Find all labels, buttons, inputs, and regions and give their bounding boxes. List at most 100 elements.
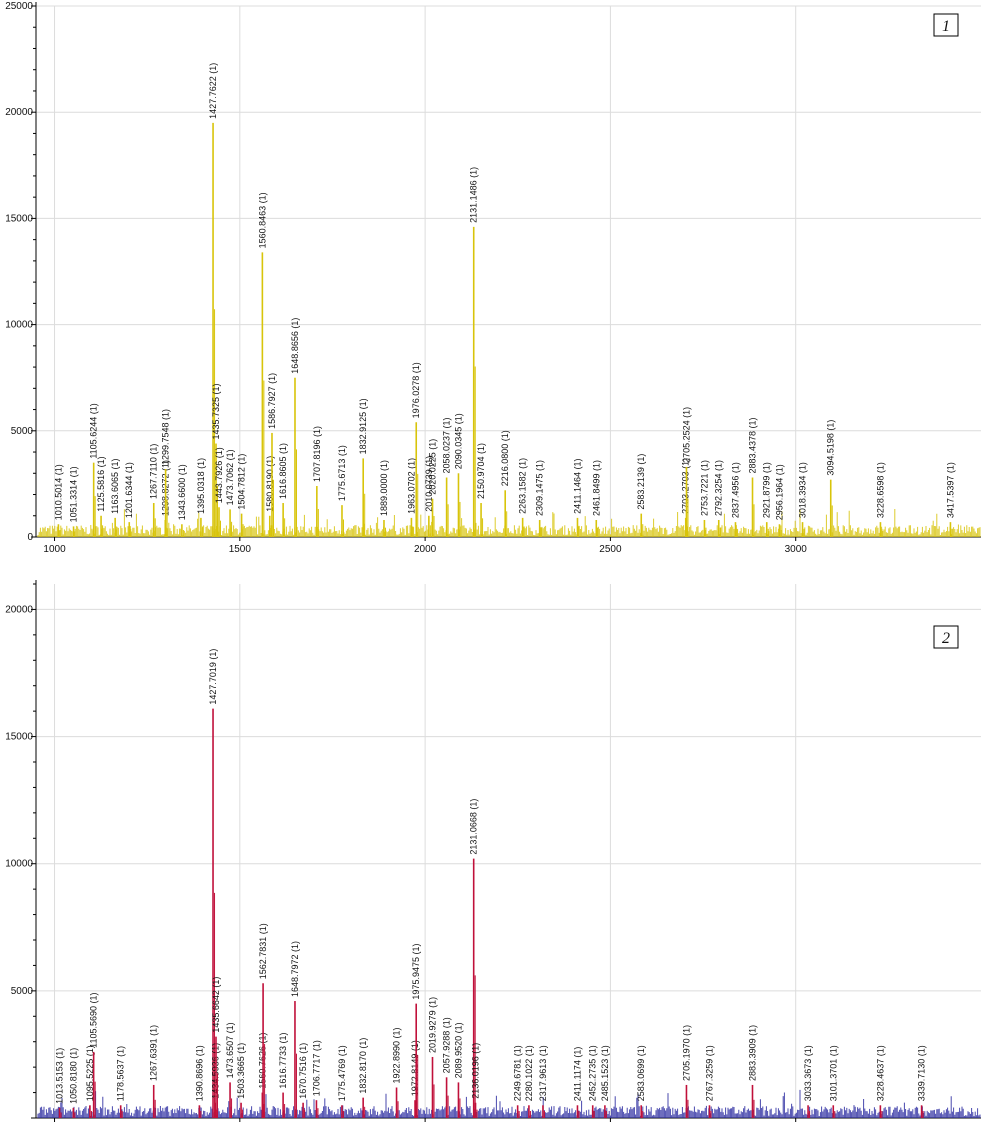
peak-label: 1299.7548 (1)	[161, 409, 171, 465]
spectrum-panel-2: 5000 10000 15000 20000 1013.5153 (1) 1050.818…	[5, 580, 981, 1122]
peak-label: 3033.3673 (1)	[803, 1045, 813, 1101]
peak-label: 2461.8499 (1)	[591, 460, 601, 516]
peak-label: 3094.5198 (1)	[826, 420, 836, 476]
peak-label: 1178.5637 (1)	[116, 1046, 126, 1101]
peak-label: 2309.1475 (1)	[535, 460, 545, 516]
y-tick-label: 20000	[5, 107, 33, 118]
peak-label: 1503.3665 (1)	[236, 1043, 246, 1099]
peak-label: 1504.7812 (1)	[237, 454, 247, 510]
peak-label: 2583.2139 (1)	[636, 454, 646, 510]
peak-label: 2058.0237 (1)	[442, 417, 452, 473]
y-tick-label: 10000	[5, 320, 33, 331]
peak-label: 2767.3259 (1)	[704, 1045, 714, 1101]
peak-label: 1051.3314 (1)	[69, 466, 79, 522]
peak-label: 2249.6781 (1)	[513, 1045, 523, 1101]
peak-label: 1648.8656 (1)	[290, 318, 300, 374]
peak-label: 2956.1964 (1)	[774, 464, 784, 520]
peak-label: 1832.8170 (1)	[358, 1038, 368, 1094]
peak-label: 1343.6600 (1)	[177, 464, 187, 520]
peak-label: 2280.1022 (1)	[524, 1045, 534, 1101]
peak-label: 2883.4378 (1)	[748, 417, 758, 473]
peak-label: 1670.7516 (1)	[298, 1043, 308, 1099]
y-tick-label: 0	[27, 532, 33, 543]
peak-label: 1889.0000 (1)	[379, 460, 389, 516]
y-tick-label: 20000	[5, 604, 33, 615]
peak-label: 1473.7062 (1)	[225, 449, 235, 505]
peak-label: 2583.0699 (1)	[636, 1045, 646, 1101]
peak-label: 1560.8463 (1)	[257, 192, 267, 248]
peak-label: 1095.5225 (1)	[85, 1045, 95, 1101]
peak-label: 2317.9613 (1)	[538, 1045, 548, 1101]
peak-label: 2485.1523 (1)	[600, 1045, 610, 1101]
peak-label: 1395.0318 (1)	[196, 458, 206, 514]
panel-label-box	[933, 13, 959, 37]
y-tick-label: 5000	[11, 986, 34, 997]
peak-label: 1775.6713 (1)	[337, 445, 347, 501]
peak-label: 1580.8190 (1)	[265, 456, 275, 512]
peak-label: 1648.7972 (1)	[290, 941, 300, 997]
peak-label: 1616.8605 (1)	[278, 443, 288, 499]
baseline-noise	[37, 1089, 981, 1118]
peak-label: 1050.8180 (1)	[68, 1048, 78, 1104]
peak-label: 3417.5397 (1)	[945, 462, 955, 518]
x-tick-label: 1500	[229, 544, 252, 555]
peak-label: 1975.9475 (1)	[411, 944, 421, 1000]
peak-label: 1976.0278 (1)	[411, 362, 421, 418]
baseline-noise	[37, 509, 981, 537]
peak-label: 2020.0225 (1)	[428, 439, 438, 495]
peak-label: 1427.7019 (1)	[208, 649, 218, 705]
panel-label-box	[933, 625, 959, 649]
peak-label: 2837.4956 (1)	[730, 462, 740, 518]
peak-label: 1562.7831 (1)	[258, 923, 268, 979]
peak-label: 2705.2524 (1)	[681, 407, 691, 463]
peak-label: 2019.9279 (1)	[428, 997, 438, 1053]
peak-label: 2705.1970 (1)	[681, 1025, 691, 1081]
peak-label: 2136.0196 (1)	[471, 1043, 481, 1099]
peak-label: 2263.1582 (1)	[518, 458, 528, 514]
peak-label: 2411.1174 (1)	[572, 1047, 582, 1102]
peak-label: 1963.0702 (1)	[406, 458, 416, 514]
y-tick-label: 15000	[5, 732, 33, 743]
peak-label: 1435.7325 (1)	[211, 383, 221, 439]
peak-label: 2089.9520 (1)	[453, 1022, 463, 1078]
peak-label: 1427.7622 (1)	[208, 63, 218, 119]
peak-label: 1125.5816 (1)	[96, 456, 106, 511]
peak-label: 1473.6507 (1)	[225, 1022, 235, 1078]
peak-label: 1435.6642 (1)	[211, 977, 221, 1033]
peak-label: 1616.7733 (1)	[278, 1033, 288, 1089]
x-tick-label: 2500	[599, 544, 622, 555]
peak-label: 2753.7221 (1)	[699, 460, 709, 516]
panel-label: 1	[942, 18, 950, 35]
peak-label: 2411.1464 (1)	[572, 458, 582, 513]
peak-label: 2150.9704 (1)	[476, 443, 486, 499]
peak-label: 2090.0345 (1)	[453, 413, 463, 469]
peak-label: 2883.3909 (1)	[747, 1025, 757, 1081]
y-tick-label: 5000	[11, 426, 34, 437]
peak-label: 3018.3934 (1)	[798, 462, 808, 518]
peak-label: 1013.5153 (1)	[55, 1048, 65, 1104]
peak-label: 2452.2735 (1)	[588, 1045, 598, 1101]
peak-label: 2131.0668 (1)	[469, 799, 479, 855]
peak-label: 1010.5014 (1)	[53, 464, 63, 520]
peak-label: 1105.6244 (1)	[89, 403, 99, 458]
y-tick-label: 25000	[5, 1, 33, 12]
peak-label: 1163.6065 (1)	[110, 458, 120, 513]
x-tick-label: 2000	[414, 544, 437, 555]
peak-label: 1443.7926 (1)	[214, 447, 224, 503]
peak-label: 1201.6344 (1)	[124, 462, 134, 518]
peak-label: 1706.7717 (1)	[311, 1040, 321, 1096]
panel-label: 2	[942, 630, 950, 647]
peak-label: 1922.8990 (1)	[392, 1027, 402, 1083]
peak-label: 1586.7927 (1)	[267, 373, 277, 429]
peak-label: 1390.8696 (1)	[194, 1045, 204, 1101]
x-tick-label: 1000	[43, 544, 66, 555]
peak-label: 1267.7110 (1)	[149, 444, 159, 499]
spectrum-panel-1: 0 5000 10000 15000 20000 25000 1000 1500 2000 250…	[5, 1, 981, 555]
peak-label: 1832.9125 (1)	[358, 398, 368, 454]
peak-label: 1972.8149 (1)	[410, 1040, 420, 1096]
peak-label: 3339.7130 (1)	[917, 1045, 927, 1101]
peak-label: 3101.3701 (1)	[828, 1045, 838, 1101]
peak-label: 2216.0800 (1)	[500, 430, 510, 486]
x-tick-label: 3000	[785, 544, 808, 555]
